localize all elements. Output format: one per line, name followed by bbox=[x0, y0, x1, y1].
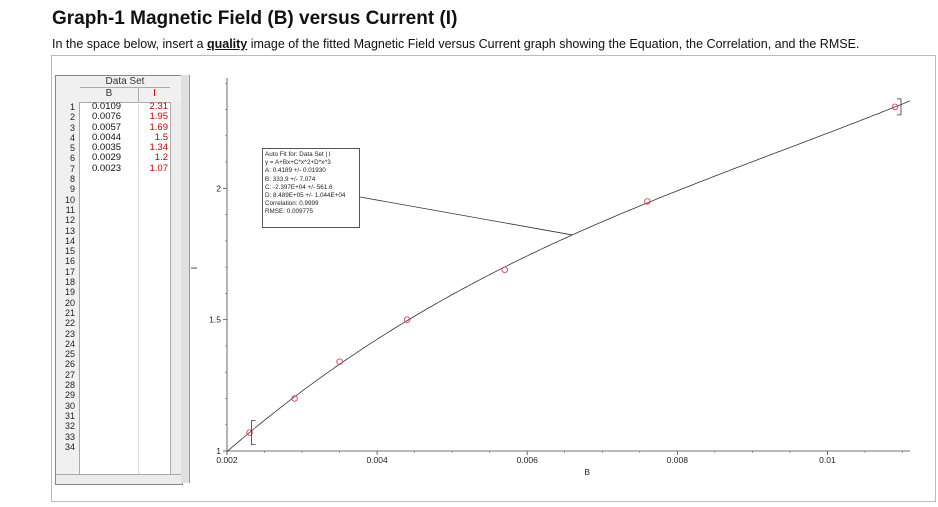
data-point bbox=[644, 198, 651, 205]
instructions: In the space below, insert a quality ima… bbox=[52, 37, 859, 51]
annotation-line: D: 8.489E+05 +/- 1.044E+04 bbox=[265, 192, 346, 200]
y-tick-label: 1.5 bbox=[209, 315, 221, 325]
table-header: Data Set B I bbox=[56, 76, 182, 103]
cell-b[interactable]: 0.0076 bbox=[92, 111, 122, 123]
data-point bbox=[403, 316, 411, 323]
row-number: 15 bbox=[64, 246, 75, 257]
row-number: 32 bbox=[64, 421, 75, 432]
table-vertical-scrollbar[interactable] bbox=[170, 102, 182, 484]
cell-i[interactable]: 1.07 bbox=[149, 162, 169, 174]
row-number: 4 bbox=[69, 132, 75, 143]
annotation-line: Auto Fit for: Data Set | I bbox=[265, 151, 331, 158]
annotation-leader-line bbox=[359, 196, 573, 236]
cell-i[interactable]: 1.95 bbox=[149, 111, 169, 123]
row-numbers: 1 2 3 4 5 6 7 8 9 10 11 12 13 14 15 16 17 18 19 20 21 22 23 24 2… bbox=[56, 102, 80, 482]
annotation-line: A: 0.4189 +/- 0.01930 bbox=[265, 167, 326, 175]
row-number: 8 bbox=[69, 174, 75, 185]
annotation-line: RMSE: 0.009775 bbox=[265, 208, 313, 216]
cell-i[interactable]: 2.31 bbox=[149, 101, 169, 112]
row-number: 20 bbox=[64, 297, 75, 308]
data-point bbox=[246, 429, 253, 436]
x-tick-label: 0.008 bbox=[667, 455, 689, 465]
row-number: 25 bbox=[64, 349, 75, 360]
row-number: 9 bbox=[69, 184, 75, 195]
x-tick-label: 0.004 bbox=[366, 455, 388, 465]
data-point bbox=[891, 103, 899, 111]
cell-b[interactable]: 0.0044 bbox=[92, 131, 122, 143]
y-tick-label: 1 bbox=[216, 446, 221, 456]
y-axis-label: I bbox=[189, 267, 199, 269]
page-title: Graph-1 Magnetic Field (B) versus Curren… bbox=[52, 8, 458, 29]
data-table[interactable]: Data Set B I 1 2 3 4 5 6 7 8 9 10 11 12 13 14 15 16 17 18… bbox=[55, 75, 183, 485]
annotation-line: y = A+Bx+C*x^2+D*x^3 bbox=[265, 159, 331, 167]
instructions-text-2: image of the fitted Magnetic Field versu… bbox=[247, 37, 860, 51]
cell-i[interactable]: 1.69 bbox=[149, 121, 169, 133]
column-header-i[interactable]: I bbox=[139, 87, 170, 102]
row-number: 10 bbox=[64, 194, 75, 205]
row-number: 7 bbox=[69, 163, 75, 174]
data-point bbox=[336, 358, 343, 365]
cell-b[interactable]: 0.0029 bbox=[92, 152, 122, 164]
data-point bbox=[501, 266, 508, 274]
row-number: 18 bbox=[64, 277, 75, 288]
row-number: 24 bbox=[64, 338, 75, 349]
annotation-line: C: -2.397E+04 +/- 561.6 bbox=[265, 183, 333, 191]
fit-curve-line bbox=[226, 100, 911, 452]
table-horizontal-scrollbar[interactable] bbox=[56, 474, 182, 484]
x-tick-label: 0.002 bbox=[216, 455, 238, 465]
pane-splitter[interactable] bbox=[181, 75, 190, 483]
row-number: 1 bbox=[69, 102, 75, 112]
row-number: 17 bbox=[64, 266, 75, 277]
cell-i[interactable]: 1.2 bbox=[154, 152, 168, 164]
cell-i[interactable]: 1.34 bbox=[149, 142, 169, 154]
x-tick-label: 0.006 bbox=[517, 455, 539, 465]
cell-b[interactable]: 0.0035 bbox=[92, 142, 122, 154]
row-number: 33 bbox=[64, 431, 75, 442]
row-number: 21 bbox=[64, 307, 75, 318]
row-number: 27 bbox=[64, 369, 75, 380]
cell-b[interactable]: 0.0057 bbox=[92, 121, 122, 133]
annotation-line: Correlation: 0.9999 bbox=[265, 200, 319, 208]
row-number: 6 bbox=[69, 153, 75, 164]
column-b-values[interactable]: 0.0109 0.0076 0.0057 0.0044 0.0035 0.0029 0.00… bbox=[80, 101, 139, 482]
y-tick-label: 2 bbox=[216, 183, 221, 193]
x-tick-label: 0.01 bbox=[819, 455, 836, 465]
range-bracket-left bbox=[251, 420, 256, 446]
instructions-text-1: In the space below, insert a bbox=[52, 37, 207, 51]
cell-b[interactable]: 0.0109 bbox=[92, 101, 122, 112]
row-number: 2 bbox=[69, 112, 75, 123]
column-header-b[interactable]: B bbox=[80, 87, 139, 102]
row-number: 34 bbox=[64, 441, 75, 452]
range-bracket-right bbox=[896, 98, 902, 116]
row-number: 13 bbox=[64, 225, 75, 236]
row-number: 22 bbox=[64, 318, 75, 329]
row-number: 16 bbox=[64, 256, 75, 267]
cell-b[interactable]: 0.0023 bbox=[92, 162, 122, 174]
row-number: 28 bbox=[64, 380, 75, 391]
graph-image-frame bbox=[51, 55, 936, 502]
row-number: 12 bbox=[64, 215, 75, 226]
row-number: 19 bbox=[64, 287, 75, 298]
cell-i[interactable]: 1.5 bbox=[154, 131, 168, 143]
column-i-values[interactable]: 2.31 1.95 1.69 1.5 1.34 1.2 1.07 bbox=[139, 101, 170, 482]
row-number: 23 bbox=[64, 328, 75, 339]
annotation-line: B: 333.9 +/- 7.074 bbox=[265, 175, 316, 183]
row-number: 11 bbox=[65, 204, 75, 215]
row-number: 29 bbox=[64, 390, 75, 401]
row-number: 30 bbox=[64, 400, 75, 411]
row-number: 31 bbox=[64, 410, 75, 421]
row-number: 26 bbox=[64, 359, 75, 370]
x-axis-label: B bbox=[584, 467, 590, 477]
instructions-emphasis: quality bbox=[206, 37, 248, 51]
row-number: 3 bbox=[69, 122, 75, 133]
row-number: 14 bbox=[64, 235, 75, 246]
data-point bbox=[291, 395, 298, 402]
data-set-label: Data Set bbox=[105, 76, 145, 87]
row-number: 5 bbox=[69, 143, 75, 154]
